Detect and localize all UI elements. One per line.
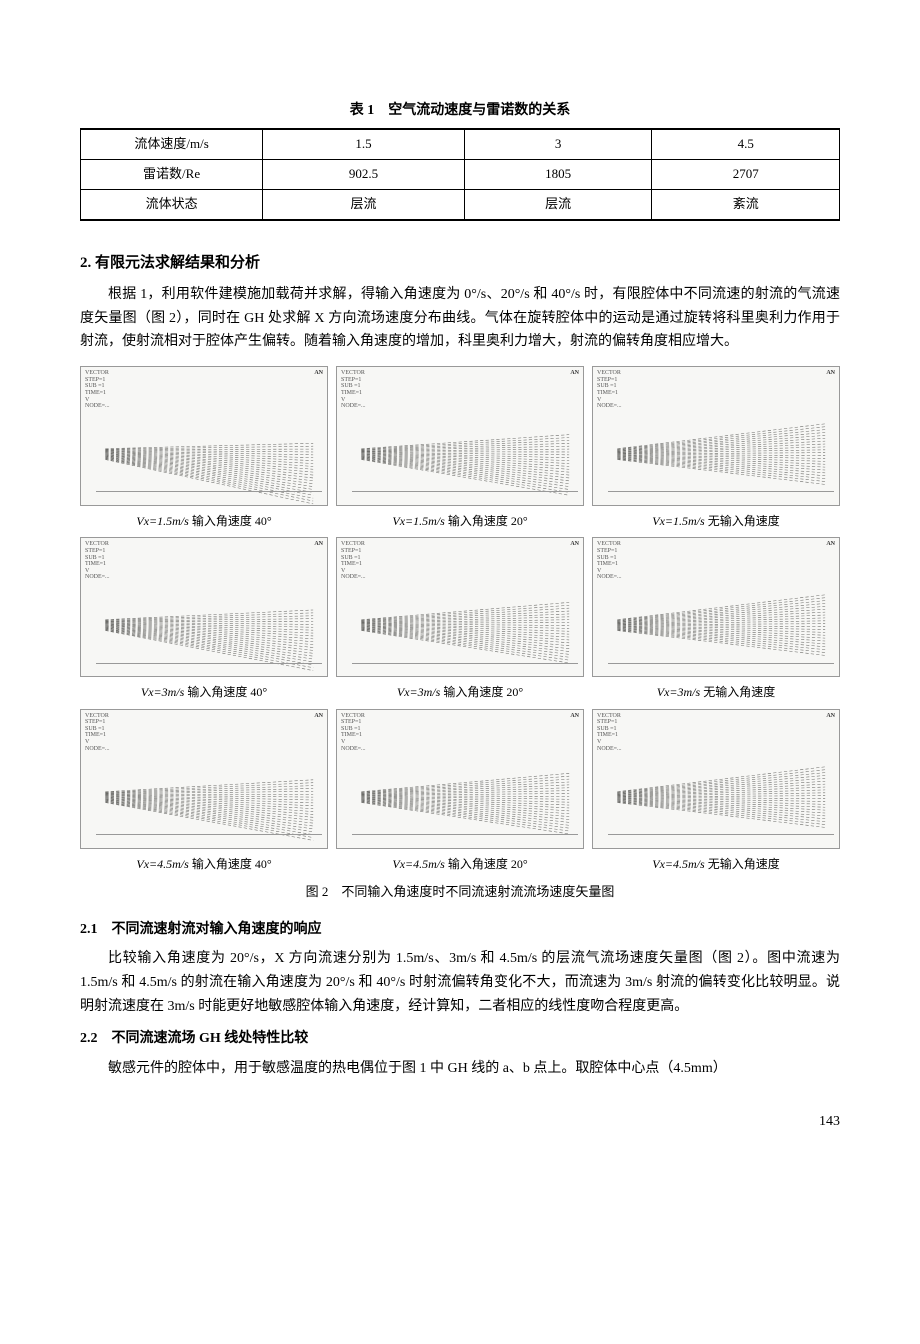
panel-x-axis	[352, 663, 577, 671]
figure2-subcaption: Vx=3m/s 输入角速度 40°	[141, 683, 267, 702]
table-cell: 1.5	[263, 129, 465, 159]
panel-meta-tr: AN	[570, 713, 579, 720]
figure2-subfig: VECTOR STEP=1 SUB =1 TIME=1 V NODE=...AN…	[80, 537, 328, 702]
table-cell: 紊流	[652, 189, 840, 219]
table-cell: 流体状态	[81, 189, 263, 219]
flow-vector-plot	[101, 400, 318, 491]
table1: 流体速度/m/s 1.5 3 4.5 雷诺数/Re 902.5 1805 270…	[80, 128, 840, 220]
flow-lines-icon	[101, 400, 318, 506]
panel-x-axis	[96, 663, 321, 671]
flow-vector-plot	[101, 571, 318, 662]
flow-lines-icon	[357, 400, 574, 506]
figure2-subfig: VECTOR STEP=1 SUB =1 TIME=1 V NODE=...AN…	[336, 366, 584, 531]
panel-meta-tr: AN	[570, 370, 579, 377]
figure2-caption: 图 2 不同输入角速度时不同流速射流流场速度矢量图	[80, 882, 840, 903]
panel-meta-tr: AN	[314, 370, 323, 377]
flow-lines-icon	[613, 400, 830, 506]
flow-lines-icon	[613, 571, 830, 677]
flow-lines-icon	[613, 743, 830, 849]
table-cell: 2707	[652, 160, 840, 190]
table-cell: 4.5	[652, 129, 840, 159]
flow-lines-icon	[357, 743, 574, 849]
table1-caption: 表 1 空气流动速度与雷诺数的关系	[80, 100, 840, 122]
figure2-subfig: VECTOR STEP=1 SUB =1 TIME=1 V NODE=...AN…	[336, 537, 584, 702]
figure2-panel: VECTOR STEP=1 SUB =1 TIME=1 V NODE=...AN	[592, 537, 840, 677]
flow-vector-plot	[613, 743, 830, 834]
panel-meta-tr: AN	[314, 713, 323, 720]
panel-meta-tr: AN	[314, 541, 323, 548]
flow-lines-icon	[101, 743, 318, 849]
panel-x-axis	[96, 491, 321, 499]
panel-x-axis	[608, 834, 833, 842]
figure2-subcaption: Vx=3m/s 无输入角速度	[657, 683, 775, 702]
table-cell: 雷诺数/Re	[81, 160, 263, 190]
panel-x-axis	[352, 491, 577, 499]
panel-x-axis	[352, 834, 577, 842]
panel-x-axis	[608, 663, 833, 671]
flow-vector-plot	[357, 400, 574, 491]
table-row: 流体速度/m/s 1.5 3 4.5	[81, 129, 840, 159]
flow-vector-plot	[357, 743, 574, 834]
figure2-panel: VECTOR STEP=1 SUB =1 TIME=1 V NODE=...AN	[80, 709, 328, 849]
figure2-subfig: VECTOR STEP=1 SUB =1 TIME=1 V NODE=...AN…	[80, 366, 328, 531]
page-number: 143	[80, 1111, 840, 1133]
figure2-subfig: VECTOR STEP=1 SUB =1 TIME=1 V NODE=...AN…	[592, 709, 840, 874]
section2-heading: 2. 有限元法求解结果和分析	[80, 251, 840, 275]
figure2-subfig: VECTOR STEP=1 SUB =1 TIME=1 V NODE=...AN…	[592, 366, 840, 531]
figure2-panel: VECTOR STEP=1 SUB =1 TIME=1 V NODE=...AN	[336, 537, 584, 677]
table-cell: 层流	[263, 189, 465, 219]
figure2-panel: VECTOR STEP=1 SUB =1 TIME=1 V NODE=...AN	[592, 366, 840, 506]
table-cell: 流体速度/m/s	[81, 129, 263, 159]
figure2-subfig: VECTOR STEP=1 SUB =1 TIME=1 V NODE=...AN…	[336, 709, 584, 874]
section2-2-heading: 2.2 不同流速流场 GH 线处特性比较	[80, 1028, 840, 1050]
figure2-subfig: VECTOR STEP=1 SUB =1 TIME=1 V NODE=...AN…	[80, 709, 328, 874]
figure2-subcaption: Vx=1.5m/s 输入角速度 20°	[392, 512, 527, 531]
figure2-panel: VECTOR STEP=1 SUB =1 TIME=1 V NODE=...AN	[336, 366, 584, 506]
figure2-panel: VECTOR STEP=1 SUB =1 TIME=1 V NODE=...AN	[336, 709, 584, 849]
flow-vector-plot	[613, 571, 830, 662]
flow-lines-icon	[357, 571, 574, 677]
flow-vector-plot	[613, 400, 830, 491]
table-cell: 902.5	[263, 160, 465, 190]
figure2-subcaption: Vx=3m/s 输入角速度 20°	[397, 683, 523, 702]
panel-meta-tr: AN	[826, 541, 835, 548]
table-row: 流体状态 层流 层流 紊流	[81, 189, 840, 219]
figure2-panel: VECTOR STEP=1 SUB =1 TIME=1 V NODE=...AN	[592, 709, 840, 849]
section2-1-heading: 2.1 不同流速射流对输入角速度的响应	[80, 919, 840, 941]
figure2-grid: VECTOR STEP=1 SUB =1 TIME=1 V NODE=...AN…	[80, 366, 840, 874]
table-row: 雷诺数/Re 902.5 1805 2707	[81, 160, 840, 190]
figure2-subcaption: Vx=1.5m/s 输入角速度 40°	[136, 512, 271, 531]
table-cell: 层流	[464, 189, 652, 219]
figure2-subcaption: Vx=4.5m/s 输入角速度 20°	[392, 855, 527, 874]
flow-lines-icon	[101, 571, 318, 677]
table-cell: 1805	[464, 160, 652, 190]
figure2-subcaption: Vx=4.5m/s 输入角速度 40°	[136, 855, 271, 874]
panel-meta-tr: AN	[826, 370, 835, 377]
panel-x-axis	[96, 834, 321, 842]
table-cell: 3	[464, 129, 652, 159]
panel-meta-tr: AN	[826, 713, 835, 720]
figure2-panel: VECTOR STEP=1 SUB =1 TIME=1 V NODE=...AN	[80, 366, 328, 506]
section2-1-para: 比较输入角速度为 20°/s，X 方向流速分别为 1.5m/s、3m/s 和 4…	[80, 947, 840, 1018]
section2-para: 根据 1，利用软件建模施加载荷并求解，得输入角速度为 0°/s、20°/s 和 …	[80, 283, 840, 354]
figure2-subcaption: Vx=4.5m/s 无输入角速度	[652, 855, 779, 874]
section2-2-para: 敏感元件的腔体中，用于敏感温度的热电偶位于图 1 中 GH 线的 a、b 点上。…	[80, 1057, 840, 1081]
figure2-subcaption: Vx=1.5m/s 无输入角速度	[652, 512, 779, 531]
figure2-subfig: VECTOR STEP=1 SUB =1 TIME=1 V NODE=...AN…	[592, 537, 840, 702]
figure2-panel: VECTOR STEP=1 SUB =1 TIME=1 V NODE=...AN	[80, 537, 328, 677]
panel-x-axis	[608, 491, 833, 499]
flow-vector-plot	[357, 571, 574, 662]
flow-vector-plot	[101, 743, 318, 834]
panel-meta-tr: AN	[570, 541, 579, 548]
